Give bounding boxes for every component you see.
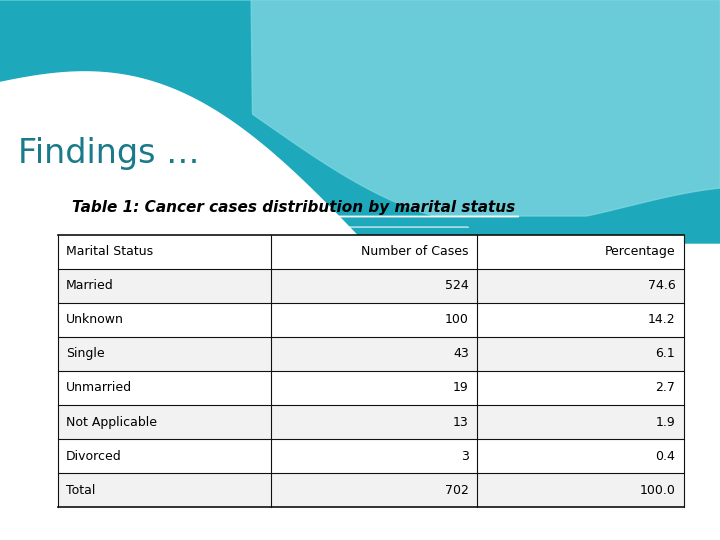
Text: 0.4: 0.4 [655, 449, 675, 463]
Text: Number of Cases: Number of Cases [361, 245, 469, 259]
Text: 43: 43 [453, 347, 469, 361]
Text: 1.9: 1.9 [656, 415, 675, 429]
Bar [58, 405, 684, 439]
Text: 3: 3 [461, 449, 469, 463]
Bar [58, 303, 684, 337]
Text: 13: 13 [453, 415, 469, 429]
Text: 19: 19 [453, 381, 469, 395]
Text: 2.7: 2.7 [655, 381, 675, 395]
Text: Unmarried: Unmarried [66, 381, 132, 395]
Text: Single: Single [66, 347, 105, 361]
Text: 14.2: 14.2 [648, 313, 675, 327]
Text: Divorced: Divorced [66, 449, 122, 463]
Text: Unknown: Unknown [66, 313, 124, 327]
Text: Total: Total [66, 483, 96, 497]
Bar [58, 337, 684, 371]
Text: Not Applicable: Not Applicable [66, 415, 157, 429]
Text: 100.0: 100.0 [639, 483, 675, 497]
Bar [58, 371, 684, 405]
Bar [58, 439, 684, 473]
Text: 702: 702 [445, 483, 469, 497]
Text: 6.1: 6.1 [656, 347, 675, 361]
Text: Findings …: Findings … [18, 137, 199, 171]
Text: Table 1: Cancer cases distribution by marital status: Table 1: Cancer cases distribution by ma… [72, 200, 516, 215]
Text: Marital Status: Marital Status [66, 245, 153, 259]
Bar [58, 269, 684, 303]
Text: 524: 524 [445, 279, 469, 293]
Bar [58, 235, 684, 269]
Bar [58, 473, 684, 507]
Text: 100: 100 [445, 313, 469, 327]
Text: 74.6: 74.6 [647, 279, 675, 293]
Text: Married: Married [66, 279, 114, 293]
Text: Percentage: Percentage [605, 245, 675, 259]
